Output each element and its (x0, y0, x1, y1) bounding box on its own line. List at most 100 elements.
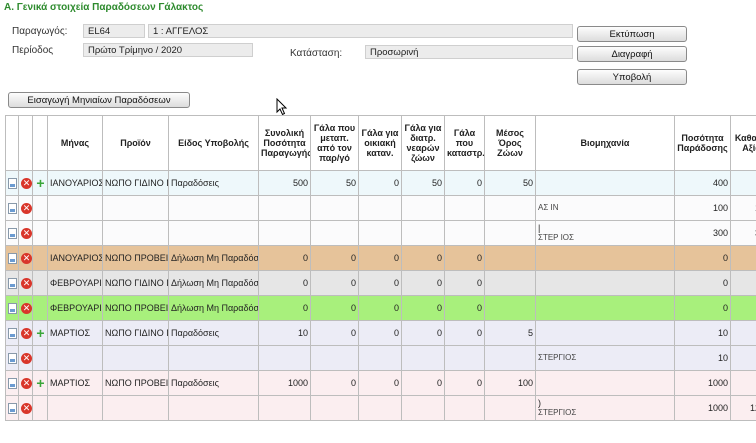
cell-total: 1000 (258, 370, 311, 396)
edit-document-icon[interactable] (8, 227, 17, 239)
cell-product (102, 220, 169, 246)
period-label: Περίοδος (12, 45, 54, 56)
table-row: ✕ + ΜΑΡΤΙΟΣ ΝΩΠΟ ΠΡΟΒΕΙΟ ΓΑΛΑ Παραδόσεις… (5, 370, 756, 396)
edit-document-icon[interactable] (8, 377, 17, 389)
cell-type (168, 395, 259, 421)
cell-product: ΝΩΠΟ ΠΡΟΒΕΙΟ ΓΑΛΑ (102, 295, 169, 321)
cell-feeding: 0 (401, 370, 445, 396)
delete-icon[interactable]: ✕ (21, 402, 32, 414)
edit-document-icon[interactable] (8, 202, 17, 214)
cell-animals (484, 270, 536, 296)
cell-feeding: 50 (401, 170, 445, 196)
cell-product: ΝΩΠΟ ΓΙΔΙΝΟ ΓΑΛΑ (102, 170, 169, 196)
delete-icon[interactable]: ✕ (21, 177, 32, 189)
cell-type: Παραδόσεις (168, 370, 259, 396)
delete-icon[interactable]: ✕ (21, 327, 32, 339)
add-icon[interactable]: + (36, 374, 45, 391)
cell-household (358, 195, 402, 221)
deliveries-table: Μήνας Προϊόν Είδος Υποβολής Συνολική Ποσ… (5, 115, 756, 421)
cell-destroyed: 0 (444, 270, 485, 296)
cell-industry (535, 245, 675, 271)
cell-feeding: 0 (401, 270, 445, 296)
cell-household (358, 395, 402, 421)
cell-animals: 5 (484, 320, 536, 346)
cell-net (730, 270, 756, 296)
cell-animals (484, 345, 536, 371)
table-row: ✕ ΣΤΕΡΓΙΟΣ 10 12 (5, 345, 756, 371)
edit-document-icon[interactable] (8, 277, 17, 289)
edit-document-icon[interactable] (8, 252, 17, 264)
cell-total: 0 (258, 245, 311, 271)
delete-icon[interactable]: ✕ (21, 202, 32, 214)
delete-button[interactable]: Διαγραφή (577, 46, 687, 62)
cell-total: 10 (258, 320, 311, 346)
delete-icon[interactable]: ✕ (21, 227, 32, 239)
section-title: Α. Γενικά στοιχεία Παραδόσεων Γάλακτος (4, 2, 204, 13)
cell-month (47, 395, 103, 421)
header-avg-animals: Μέσος Όρος Ζώων (484, 115, 536, 171)
cell-processed (310, 345, 359, 371)
cell-net: 1200 (730, 395, 756, 421)
cell-total (258, 345, 311, 371)
add-icon[interactable]: + (36, 324, 45, 341)
cell-net (730, 320, 756, 346)
cell-net (730, 245, 756, 271)
table-row: ✕ )ΣΤΕΡΓΙΟΣ 1000 1200 (5, 395, 756, 421)
cell-household: 0 (358, 170, 402, 196)
delete-icon[interactable]: ✕ (21, 352, 32, 364)
cell-type (168, 195, 259, 221)
header-milk-destroyed: Γάλα που καταστρ. (444, 115, 485, 171)
cell-industry: ) ΣΤΕΡΓΙΟΣ (535, 395, 675, 421)
submit-button[interactable]: Υποβολή (577, 69, 687, 85)
table-row: ✕ |ΣΤΕΡ ΙΟΣ 300 333 (5, 220, 756, 246)
cell-total (258, 220, 311, 246)
cell-product: ΝΩΠΟ ΓΙΔΙΝΟ ΓΑΛΑ (102, 320, 169, 346)
cell-net: 333 (730, 220, 756, 246)
cell-total: 0 (258, 295, 311, 321)
cell-household (358, 345, 402, 371)
delete-icon[interactable]: ✕ (21, 252, 32, 264)
cell-type (168, 345, 259, 371)
header-month: Μήνας (47, 115, 103, 171)
print-button[interactable]: Εκτύπωση (577, 26, 687, 42)
period-field: Πρώτο Τρίμηνο / 2020 (83, 43, 253, 57)
cell-animals (484, 220, 536, 246)
cell-month (47, 220, 103, 246)
add-icon[interactable]: + (36, 174, 45, 191)
import-monthly-button[interactable]: Εισαγωγή Μηνιαίων Παραδόσεων (8, 92, 190, 108)
cell-animals: 100 (484, 370, 536, 396)
cell-industry: ΣΤΕΡΓΙΟΣ (535, 345, 675, 371)
header-submission-type: Είδος Υποβολής (168, 115, 259, 171)
header-delivery-qty: Ποσότητα Παράδοσης (674, 115, 731, 171)
cell-animals: 50 (484, 170, 536, 196)
cell-processed (310, 220, 359, 246)
delete-icon[interactable]: ✕ (21, 277, 32, 289)
cell-net (730, 170, 756, 196)
cell-feeding: 0 (401, 320, 445, 346)
cell-delivery: 400 (674, 170, 731, 196)
edit-document-icon[interactable] (8, 402, 17, 414)
cell-product (102, 395, 169, 421)
delete-icon[interactable]: ✕ (21, 377, 32, 389)
header-total-production: Συνολική Ποσότητα Παραγωγής (258, 115, 311, 171)
edit-document-icon[interactable] (8, 352, 17, 364)
cell-industry: ΑΣ ΙΝ (535, 195, 675, 221)
cell-feeding (401, 345, 445, 371)
cell-product: ΝΩΠΟ ΠΡΟΒΕΙΟ ΓΑΛΑ (102, 370, 169, 396)
edit-document-icon[interactable] (8, 302, 17, 314)
cell-delivery: 0 (674, 245, 731, 271)
producer-label: Παραγωγός: (12, 26, 68, 37)
header-icon-col (5, 115, 19, 171)
table-row: ✕ ΙΑΝΟΥΑΡΙΟΣ ΝΩΠΟ ΠΡΟΒΕΙΟ ΓΑΛΑ Δήλωση Μη… (5, 245, 756, 271)
cell-feeding (401, 195, 445, 221)
header-industry: Βιομηχανία (535, 115, 675, 171)
cell-destroyed: 0 (444, 170, 485, 196)
cell-product: ΝΩΠΟ ΓΙΔΙΝΟ ΓΑΛΑ (102, 270, 169, 296)
edit-document-icon[interactable] (8, 327, 17, 339)
header-milk-processed: Γάλα που μεταπ. από τον παρ/γό (310, 115, 359, 171)
status-field: Προσωρινή (365, 45, 573, 59)
delete-icon[interactable]: ✕ (21, 302, 32, 314)
edit-document-icon[interactable] (8, 177, 17, 189)
cell-processed: 0 (310, 320, 359, 346)
cell-animals (484, 395, 536, 421)
